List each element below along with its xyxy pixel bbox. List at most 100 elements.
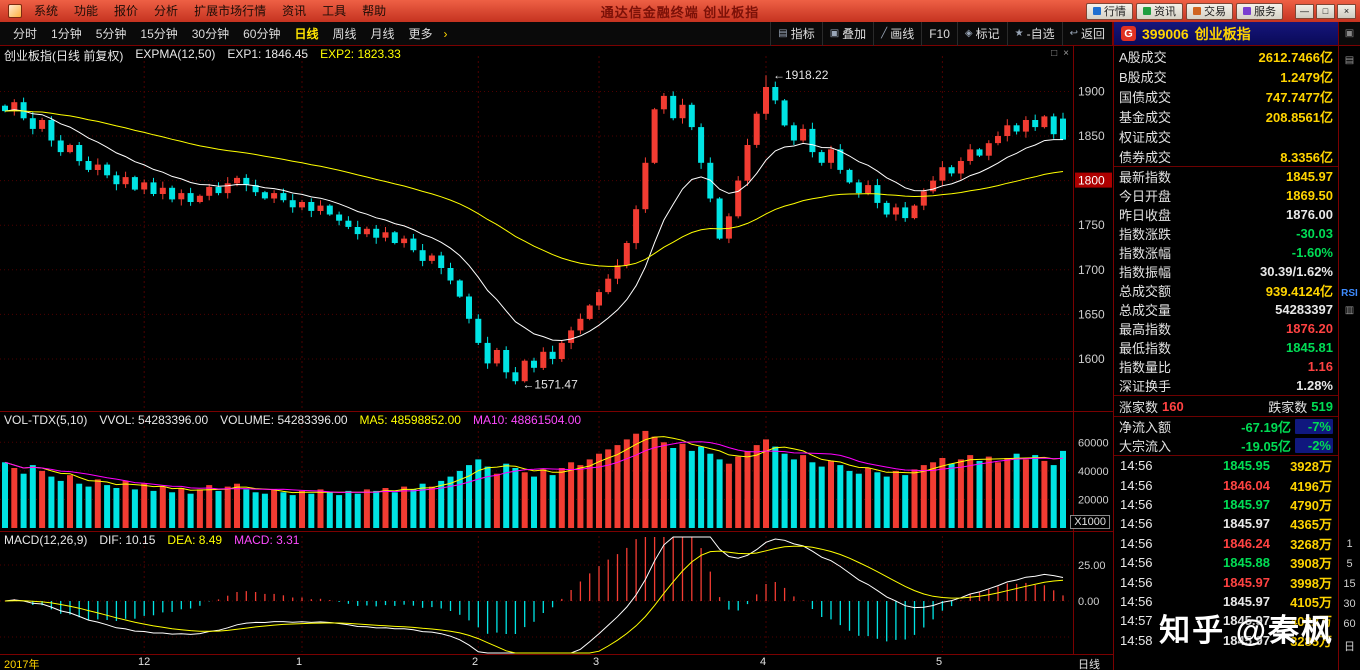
quote-row[interactable]: 昨日收盘 1876.00 (1114, 205, 1338, 224)
tick-row[interactable]: 14:56 1845.97 3998万 (1114, 572, 1338, 591)
period-tab[interactable]: 15分钟 (140, 26, 178, 41)
quote-row[interactable]: 债券成交 8.3356亿 (1114, 146, 1338, 166)
quote-row[interactable]: 国债成交 747.7477亿 (1114, 86, 1338, 106)
tick-price: 1845.97 (1223, 593, 1270, 609)
quote-row[interactable]: 今日开盘 1869.50 (1114, 186, 1338, 205)
quote-row-value: 1.2479亿 (1280, 69, 1333, 85)
quote-row[interactable]: 总成交额 939.4124亿 (1114, 281, 1338, 300)
menubar-item[interactable]: 系统 (34, 4, 59, 18)
menubar-item[interactable]: 资讯 (282, 4, 307, 18)
quote-row[interactable]: 深证换手 1.28% (1114, 376, 1338, 395)
toolbar-button[interactable]: ▤ 指标 (770, 21, 821, 46)
menubar-item[interactable]: 分析 (154, 4, 179, 18)
quote-row[interactable]: 最高指数 1876.20 (1114, 319, 1338, 338)
period-tab[interactable]: 5分钟 (95, 26, 127, 41)
macd-canvas[interactable]: 25.00 0.00 (0, 532, 1113, 655)
tick-row[interactable]: 14:56 1845.97 4365万 (1114, 514, 1338, 533)
quote-row[interactable]: 最新指数 1845.97 (1114, 167, 1338, 186)
period-tab[interactable]: 60分钟 (243, 26, 281, 41)
panel-toggle-icon[interactable]: ▥ (1344, 304, 1355, 316)
tick-row[interactable]: 14:56 1845.97 4105万 (1114, 592, 1338, 611)
menubar-button-news[interactable]: 资讯 (1136, 2, 1183, 20)
more-arrow-icon[interactable]: › (443, 26, 448, 41)
menubar-item[interactable]: 功能 (74, 4, 99, 18)
tick-row[interactable]: 14:56 1846.04 4196万 (1114, 475, 1338, 494)
volume-canvas[interactable]: 60000 40000 20000 (0, 412, 1113, 532)
flow-row: 净流入额 -67.19亿 -7% (1114, 417, 1338, 436)
toolbar-button[interactable]: ▣ 叠加 (821, 21, 873, 46)
main-chart-canvas[interactable]: 1900 1850 1800 1750 1700 1650 1600 ←1918.22 ←157… (0, 46, 1113, 412)
quote-row-value: 747.7477亿 (1265, 89, 1333, 105)
quote-row[interactable]: B股成交 1.2479亿 (1114, 66, 1338, 86)
tick-row[interactable]: 14:57 1845.97 4022万 (1114, 611, 1338, 630)
toolbar-button[interactable]: ↩ 返回 (1061, 21, 1112, 46)
menubar-button-service[interactable]: 服务 (1236, 2, 1283, 20)
tick-row[interactable]: 14:56 1845.88 3908万 (1114, 553, 1338, 572)
rsi-button[interactable]: RSI (1341, 287, 1358, 299)
tick-row[interactable]: 14:58 1845.97 3285万 (1114, 631, 1338, 650)
toolbar-button[interactable]: ★ -自选 (1006, 21, 1062, 46)
menubar-item[interactable]: 工具 (322, 4, 347, 18)
tick-row[interactable]: 14:56 1846.24 3268万 (1114, 534, 1338, 553)
info-list-icon[interactable]: ▤ (1344, 55, 1355, 66)
strip-period-button[interactable]: 15 (1343, 578, 1356, 590)
period-tab[interactable]: 周线 (332, 26, 357, 41)
close-button[interactable]: × (1337, 3, 1356, 19)
tick-row[interactable]: 14:56 1845.95 3928万 (1114, 456, 1338, 475)
volume-panel: VOL-TDX(5,10) VVOL: 54283396.00 VOLUME: … (0, 412, 1113, 532)
chart-column: 创业板指(日线 前复权) EXPMA(12,50) EXP1: 1846.45 … (0, 46, 1113, 670)
stock-code: 399006 (1142, 25, 1189, 42)
trade-icon (1193, 7, 1201, 15)
toolbar-button-label: 叠加 (842, 26, 867, 41)
tick-row[interactable]: 14:56 1845.97 4790万 (1114, 495, 1338, 514)
quote-row[interactable]: 指数量比 1.16 (1114, 357, 1338, 376)
tick-volume: 3908万 (1290, 556, 1332, 572)
period-tab[interactable]: 分时 (13, 26, 38, 41)
news-icon (1143, 7, 1151, 15)
toolbar-button[interactable]: ◈ 标记 (956, 21, 1007, 46)
strip-period-button[interactable]: 60 (1343, 618, 1356, 630)
breadth-down-value: 519 (1311, 398, 1333, 414)
minimize-button[interactable]: — (1295, 3, 1314, 19)
toolbar-button-label: 标记 (975, 26, 1000, 41)
quote-row[interactable]: 权证成交 (1114, 126, 1338, 146)
period-tab[interactable]: 1分钟 (51, 26, 82, 41)
x-axis-month-label: 3 (593, 656, 600, 668)
menubar-button-quotes[interactable]: 行情 (1086, 2, 1133, 20)
strip-top-icon[interactable]: ▣ (1338, 22, 1360, 46)
menubar-button-trade[interactable]: 交易 (1186, 2, 1233, 20)
indicator-icon: ▤ (778, 27, 788, 39)
toolbar-button[interactable]: F10 (921, 21, 957, 46)
toolbar-button[interactable]: ╱ 画线 (873, 21, 921, 46)
menubar-item[interactable]: 扩展市场行情 (194, 4, 267, 18)
menubar-item[interactable]: 帮助 (362, 4, 387, 18)
main-y-axis-label: 1600 (1078, 352, 1105, 366)
strip-period-button[interactable]: 30 (1343, 598, 1356, 610)
period-tab[interactable]: 日线 (294, 26, 319, 41)
quote-row[interactable]: 基金成交 208.8561亿 (1114, 106, 1338, 126)
quote-row[interactable]: 指数涨幅 -1.60% (1114, 243, 1338, 262)
period-tab[interactable]: 月线 (370, 26, 395, 41)
tick-time: 14:56 (1120, 535, 1153, 551)
strip-period-button[interactable]: 5 (1346, 558, 1353, 570)
menubar-item[interactable]: 报价 (114, 4, 139, 18)
menubar-button-label: 行情 (1104, 6, 1126, 18)
maximize-button[interactable]: □ (1316, 3, 1335, 19)
strip-period-button[interactable]: 1 (1346, 538, 1353, 550)
quote-row[interactable]: A股成交 2612.7466亿 (1114, 46, 1338, 66)
period-tab[interactable]: 更多 (408, 26, 433, 41)
menu-bar: 系统 功能 报价 分析 扩展市场行情 资讯 工具 帮助 通达信金融终端 创业板指 行情 资讯 交易… (0, 0, 1360, 22)
quote-row[interactable]: 总成交量 54283397 (1114, 300, 1338, 319)
chart-title: 创业板指(日线 前复权) (4, 49, 124, 63)
chart-close-icon[interactable]: × (1063, 48, 1069, 59)
tick-volume: 4022万 (1290, 614, 1332, 630)
indicator-label: EXPMA(12,50) (135, 47, 216, 61)
period-tab[interactable]: 30分钟 (191, 26, 230, 41)
chart-restore-icon[interactable]: □ (1051, 48, 1058, 59)
quote-row[interactable]: 指数振幅 30.39/1.62% (1114, 262, 1338, 281)
quote-row[interactable]: 指数涨跌 -30.03 (1114, 224, 1338, 243)
x-axis-month-label: 5 (936, 656, 943, 668)
quote-row-value: 1.28% (1296, 378, 1333, 393)
quote-row[interactable]: 最低指数 1845.81 (1114, 338, 1338, 357)
strip-period-button[interactable]: 日 (1344, 641, 1355, 653)
